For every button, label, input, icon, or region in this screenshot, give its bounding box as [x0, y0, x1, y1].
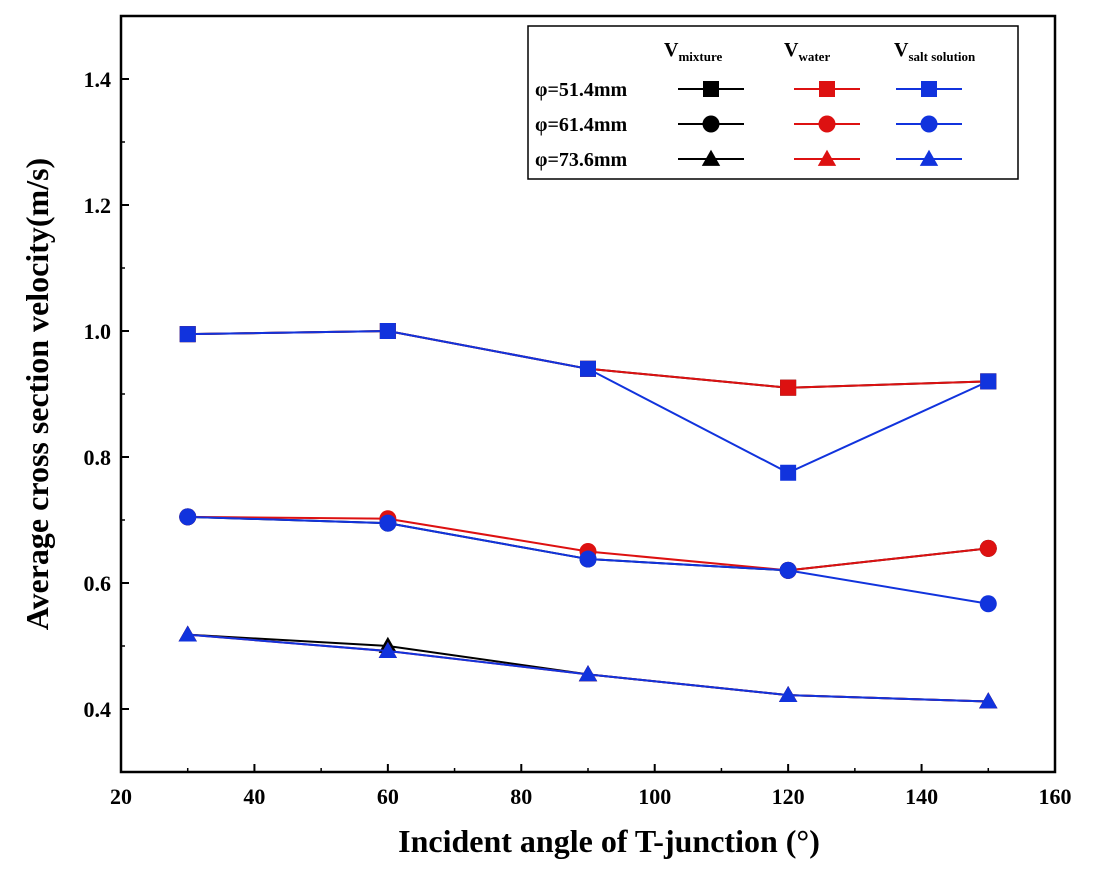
- data-point: [979, 595, 997, 613]
- x-tick-label: 140: [905, 784, 938, 809]
- data-point: [780, 464, 797, 481]
- data-point: [980, 373, 997, 390]
- y-tick-label: 0.4: [84, 697, 112, 722]
- legend-sample-marker: [920, 115, 938, 133]
- data-point: [779, 561, 797, 579]
- legend-sample-marker: [701, 149, 721, 166]
- x-tick-label: 120: [772, 784, 805, 809]
- data-point: [578, 665, 598, 682]
- series: [178, 625, 998, 709]
- legend-header-water: Vwater: [784, 39, 830, 64]
- data-point: [778, 685, 798, 703]
- y-tick-label: 1.4: [84, 67, 112, 92]
- data-point: [979, 692, 998, 709]
- legend-sample-marker: [702, 115, 720, 133]
- data-point: [378, 641, 398, 658]
- x-tick-label: 20: [110, 784, 132, 809]
- x-axis-title: Incident angle of T-junction (°): [398, 823, 820, 859]
- legend: Vmixture Vwater Vsalt solution φ=51.4mm …: [527, 25, 1019, 180]
- x-tick-label: 40: [243, 784, 265, 809]
- data-point: [379, 323, 396, 339]
- series: [179, 508, 997, 613]
- legend-row-label: φ=51.4mm: [535, 79, 628, 101]
- series-line: [187, 329, 989, 389]
- plot-frame: [119, 14, 1057, 774]
- x-tick-labels: 20 40 60 80 100 120 140 160: [110, 784, 1072, 809]
- data-point: [979, 539, 997, 557]
- x-tick-label: 100: [638, 784, 671, 809]
- legend-samples: [678, 81, 962, 166]
- data-point: [379, 514, 397, 532]
- y-tick-label: 0.6: [84, 571, 112, 596]
- plot-series: [178, 323, 998, 709]
- x-tick-label: 60: [377, 784, 399, 809]
- legend-sample-marker: [818, 115, 836, 133]
- legend-row-label: φ=61.4mm: [535, 114, 628, 136]
- y-tick-label: 1.2: [84, 193, 112, 218]
- data-point: [179, 326, 196, 343]
- data-point: [580, 360, 596, 377]
- series: [179, 323, 997, 481]
- y-tick-labels: 0.4 0.6 0.8 1.0 1.2 1.4: [84, 67, 112, 722]
- data-point: [178, 625, 197, 642]
- legend-sample-marker: [703, 81, 719, 97]
- legend-box: [527, 25, 1019, 180]
- series-line: [187, 329, 989, 389]
- legend-sample-marker: [817, 149, 837, 166]
- legend-sample-marker: [921, 81, 937, 97]
- series: [179, 323, 997, 396]
- data-point: [780, 379, 797, 396]
- y-axis-title: Average cross section velocity(m/s): [19, 158, 55, 630]
- series: [179, 508, 997, 579]
- legend-row-label: φ=73.6mm: [535, 149, 628, 171]
- x-tick-label: 80: [510, 784, 532, 809]
- legend-sample-marker: [919, 149, 939, 166]
- legend-header-salt-solution: Vsalt solution: [894, 39, 976, 64]
- series-line: [187, 329, 989, 474]
- y-tick-label: 1.0: [84, 319, 112, 344]
- legend-sample-marker: [819, 81, 835, 97]
- data-point: [579, 550, 597, 568]
- y-tick-label: 0.8: [84, 445, 112, 470]
- x-tick-label: 160: [1039, 784, 1072, 809]
- data-point: [179, 508, 197, 526]
- legend-header-mixture: Vmixture: [664, 39, 722, 64]
